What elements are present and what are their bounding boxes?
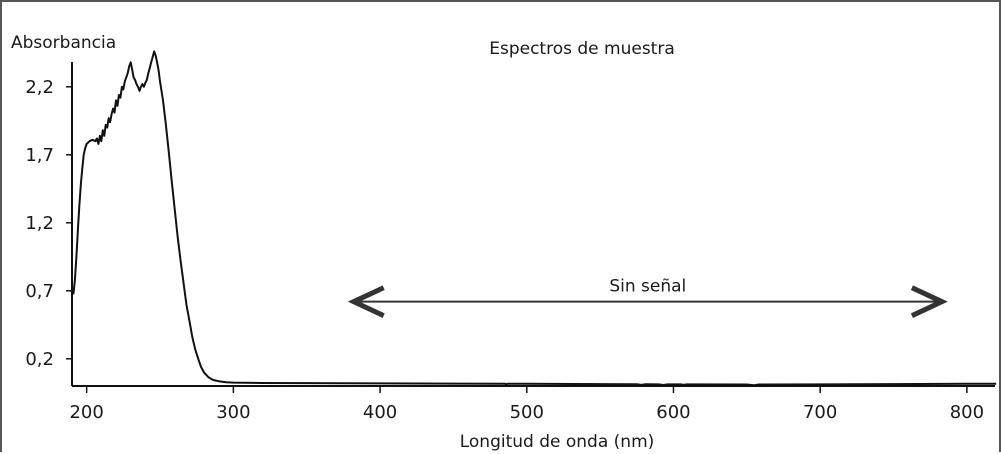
y-tick-label-0-2: 0,2: [25, 349, 54, 370]
x-tick-label-600: 600: [656, 402, 690, 423]
y-tick-label-0-7: 0,7: [25, 281, 54, 302]
y-tick-label-1-2: 1,2: [25, 213, 54, 234]
y-tick-label-1-7: 1,7: [25, 145, 54, 166]
y-axis-label: Absorbancia: [11, 33, 116, 53]
x-tick-label-500: 500: [510, 402, 544, 423]
x-axis-label: Longitud de onda (nm): [460, 432, 655, 452]
x-tick-label-200: 200: [69, 402, 103, 423]
chart-title: Espectros de muestra: [489, 39, 675, 59]
y-tick-label-2-2: 2,2: [25, 77, 54, 98]
no-signal-arrow-left-head: [347, 285, 385, 318]
x-tick-label-800: 800: [950, 402, 984, 423]
no-signal-arrow-right-head: [910, 285, 948, 318]
x-tick-label-700: 700: [803, 402, 837, 423]
no-signal-label: Sin señal: [609, 277, 686, 297]
spectrum-line-0: [71, 50, 997, 387]
x-tick-label-400: 400: [363, 402, 397, 423]
x-tick-label-300: 300: [216, 402, 250, 423]
